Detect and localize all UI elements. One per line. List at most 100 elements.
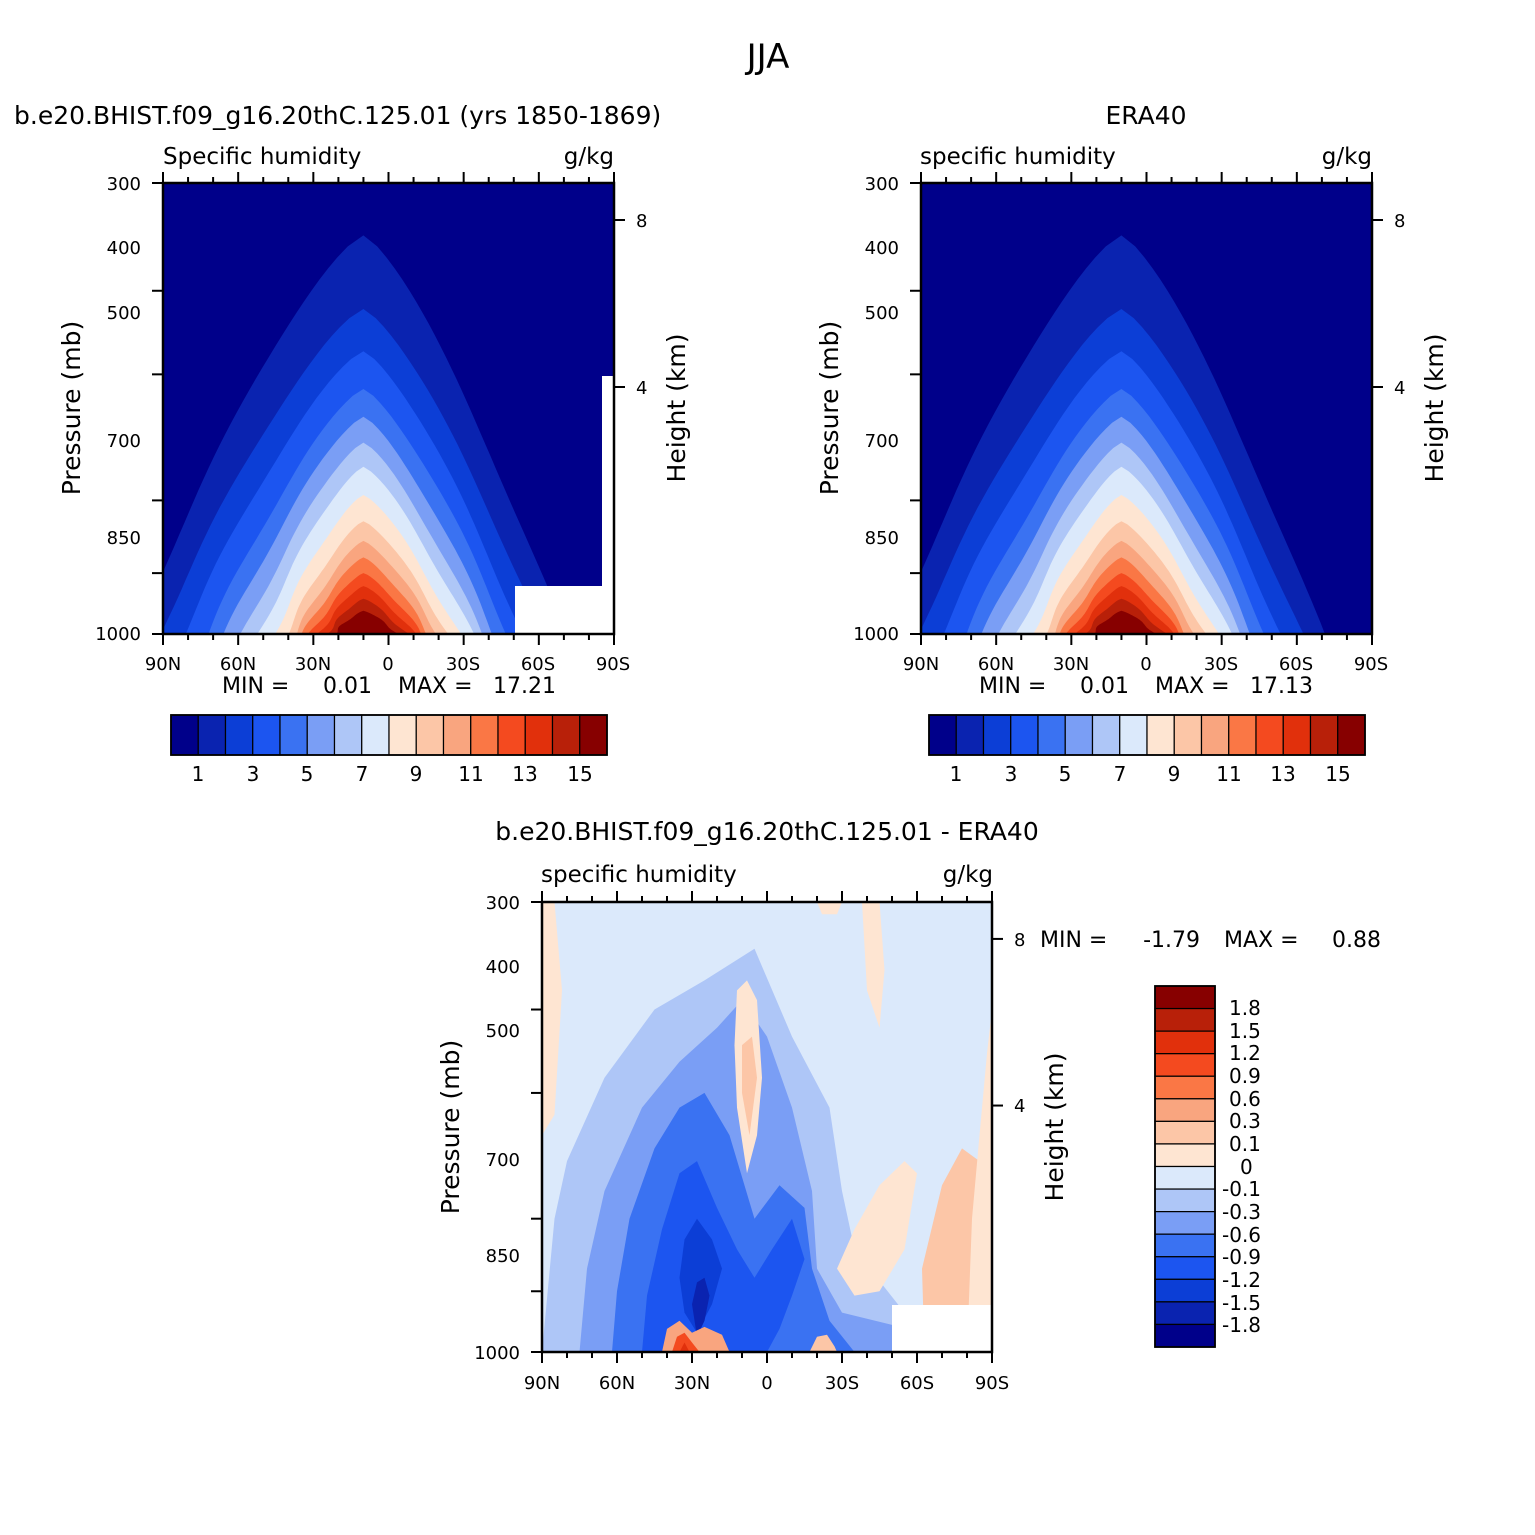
panel-model-cbar-label-11: 11 [458,762,483,786]
panel-diff-cbar-label-4: 0.9 [1229,1064,1261,1088]
panel-era40-right-subtitle: g/kg [1322,144,1372,170]
colorbar-box-1 [955,714,985,756]
panel-era40-ytick-300: 300 [865,174,899,195]
panel-era40-title: ERA40 [1105,101,1186,130]
contour-region-12 [862,902,885,1028]
panel-diff-y2tick-8: 8 [1014,930,1025,951]
colorbar-box-0 [170,714,199,756]
colorbar-box-4 [279,714,308,756]
contour-region-11 [542,902,562,1136]
colorbar-box-14 [551,714,581,756]
contour-region-15 [672,1332,700,1352]
panel-era40-max-value: 17.13 [1250,674,1313,699]
colorbar-box-6 [1091,714,1121,756]
panel-diff-xtick-60s: 60S [900,1373,934,1394]
colorbar-box-12 [497,714,526,756]
panel-model-cbar-label-13: 13 [512,762,537,786]
panel-model-cbar-label-5: 5 [301,762,314,786]
panel-era40-min-label: MIN = [979,674,1046,699]
panel-diff-ytick-850: 850 [486,1246,520,1267]
panel-diff-ytick-1000: 1000 [474,1343,520,1364]
colorbar-box-3 [252,714,281,756]
panel-model-cbar-label-1: 1 [192,762,205,786]
panel-era40-cbar-label-5: 5 [1059,762,1072,786]
panel-diff-xtick-30s: 30S [825,1373,859,1394]
contour-region-17 [809,1334,837,1352]
panel-era40-xtick-90s: 90S [1354,654,1388,675]
contour-region-16 [679,1342,690,1352]
panel-diff-xtick-0: 0 [761,1373,772,1394]
panel-era40-ytick-1000: 1000 [853,624,899,645]
colorbar-box-15 [1154,1323,1216,1348]
panel-era40-ytick-500: 500 [865,303,899,324]
colorbar-box-3 [1010,714,1039,756]
panel-diff-cbar-label-1: 1.8 [1229,996,1261,1020]
panel-model-title: b.e20.BHIST.f09_g16.20thC.125.01 (yrs 18… [14,101,661,130]
colorbar-box-9 [415,714,445,756]
panel-model-cbar-label-15: 15 [567,762,592,786]
panel-era40-xtick-30s: 30S [1204,654,1238,675]
panel-diff-cbar-label-7: 0.1 [1229,1132,1261,1156]
panel-era40-left-subtitle: specific humidity [920,144,1116,170]
panel-diff-left-subtitle: specific humidity [541,862,737,888]
panel-era40-cbar-label-9: 9 [1168,762,1181,786]
panel-model-xtick-60n: 60N [220,654,256,675]
panel-diff-max-label: MAX = [1224,928,1299,953]
panel-era40-cbar-label-11: 11 [1216,762,1241,786]
panel-diff-cbar-label-5: 0.6 [1229,1087,1261,1111]
panel-diff-ytick-400: 400 [486,957,520,978]
colorbar-box-14 [1309,714,1339,756]
colorbar-box-3 [1154,1053,1216,1077]
panel-diff-ytick-700: 700 [486,1150,520,1171]
panel-diff-missing-region [892,1305,992,1352]
colorbar-box-0 [928,714,957,756]
colorbar-box-1 [1154,1007,1216,1032]
panel-era40-cbar-label-13: 13 [1270,762,1295,786]
contour-band-15 [1094,610,1157,634]
colorbar-box-10 [442,714,472,756]
panel-diff-colorbar [1154,985,1216,1348]
colorbar-box-6 [333,714,363,756]
panel-era40-ylabel: Pressure (mb) [815,321,844,495]
panel-diff-ticks [531,891,1003,1363]
panel-diff-cbar-label-15: -1.8 [1222,1313,1261,1337]
colorbar-box-2 [224,714,254,756]
colorbar-box-7 [361,714,390,756]
panel-model-contour-field [163,183,614,634]
contour-region-10 [967,1009,992,1352]
panel-model-xtick-60s: 60S [521,654,555,675]
colorbar-box-12 [1154,1256,1216,1280]
panel-era40: ERA40 specific humidity g/kg 300 400 500… [815,101,1449,786]
panel-model-ylabel2: Height (km) [662,334,691,483]
panel-model-min-value: 0.01 [323,674,372,699]
panel-diff-cbar-label-10: -0.3 [1222,1200,1261,1224]
colorbar-box-9 [1173,714,1203,756]
panel-era40-cbar-label-1: 1 [950,762,963,786]
panel-model-min-label: MIN = [222,674,289,699]
contour-region-13 [817,902,842,915]
panel-era40-contour-field [921,183,1372,634]
panel-era40-xtick-30n: 30N [1053,654,1089,675]
panel-diff-ylabel: Pressure (mb) [436,1040,465,1214]
contour-band-15 [336,610,399,634]
colorbar-box-8 [1154,1165,1216,1190]
panel-diff-right-subtitle: g/kg [943,862,993,888]
panel-diff-cbar-label-13: -1.2 [1222,1268,1261,1292]
colorbar-box-5 [1064,714,1094,756]
panel-model-xtick-90s: 90S [596,654,630,675]
panel-model-ticks [152,172,625,645]
panel-diff-min-label: MIN = [1040,928,1107,953]
colorbar-box-15 [579,714,608,756]
colorbar-box-2 [982,714,1012,756]
panel-diff-cbar-label-9: -0.1 [1222,1177,1261,1201]
colorbar-box-0 [1154,985,1216,1010]
panel-model-ytick-400: 400 [107,238,141,259]
panel-era40-colorbar [928,714,1366,756]
contour-region-3 [642,1161,805,1352]
colorbar-box-15 [1337,714,1366,756]
colorbar-box-5 [306,714,336,756]
colorbar-box-6 [1154,1120,1216,1145]
panel-diff-min-value: -1.79 [1143,928,1200,953]
colorbar-box-12 [1255,714,1284,756]
panel-model-xtick-90n: 90N [145,654,181,675]
